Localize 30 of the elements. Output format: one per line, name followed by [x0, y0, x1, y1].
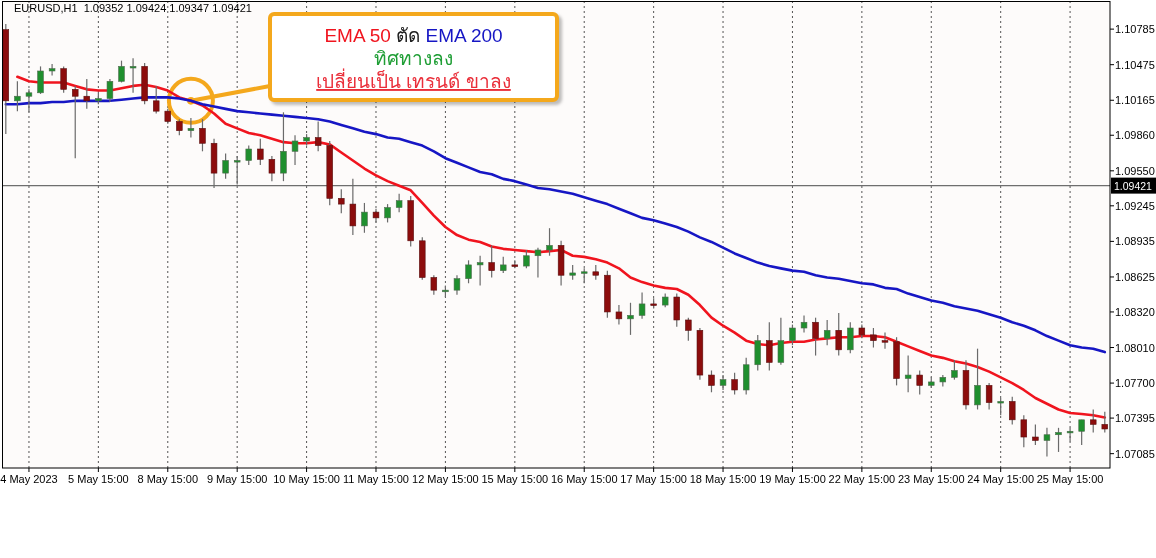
y-tick-label: 1.09550 — [1115, 164, 1155, 177]
y-tick-label: 1.09860 — [1115, 129, 1155, 142]
y-tick-label: 1.10475 — [1115, 58, 1155, 71]
x-tick-label: 8 May 15:00 — [137, 473, 199, 485]
x-tick-label: 4 May 2023 — [0, 473, 58, 485]
y-tick-label: 1.10785 — [1115, 23, 1155, 36]
y-tick-label: 1.07700 — [1115, 377, 1155, 390]
x-tick-label: 11 May 15:00 — [343, 473, 409, 485]
y-tick-label: 1.09245 — [1115, 199, 1155, 212]
y-tick-label: 1.08935 — [1115, 235, 1155, 248]
x-tick-label: 12 May 15:00 — [412, 473, 479, 485]
x-tick-label: 5 May 15:00 — [68, 473, 129, 485]
x-tick-label: 18 May 15:00 — [689, 473, 757, 485]
y-tick-label: 1.10165 — [1115, 94, 1155, 107]
x-tick-label: 16 May 15:00 — [550, 473, 618, 485]
y-tick-label: 1.07395 — [1115, 412, 1155, 425]
y-tick-label: 1.07085 — [1115, 447, 1155, 460]
y-tick-label: 1.08320 — [1115, 305, 1155, 318]
x-tick-label: 10 May 15:00 — [273, 473, 340, 485]
x-tick-label: 23 May 15:00 — [897, 473, 965, 485]
x-tick-label: 19 May 15:00 — [759, 473, 826, 485]
x-tick-label: 15 May 15:00 — [481, 473, 549, 485]
title: EURUSD,H1 1.09352 1.09424 1.09347 1.09421 — [14, 2, 252, 14]
x-tick-label: 24 May 15:00 — [967, 473, 1034, 485]
y-tick-label: 1.08625 — [1115, 270, 1155, 283]
y-tick-label: 1.08010 — [1115, 341, 1155, 354]
x-tick-label: 9 May 15:00 — [206, 473, 268, 485]
x-tick-label: 25 May 15:00 — [1036, 473, 1104, 485]
x-tick-label: 17 May 15:00 — [620, 473, 687, 485]
x-tick-label: 22 May 15:00 — [828, 473, 896, 485]
